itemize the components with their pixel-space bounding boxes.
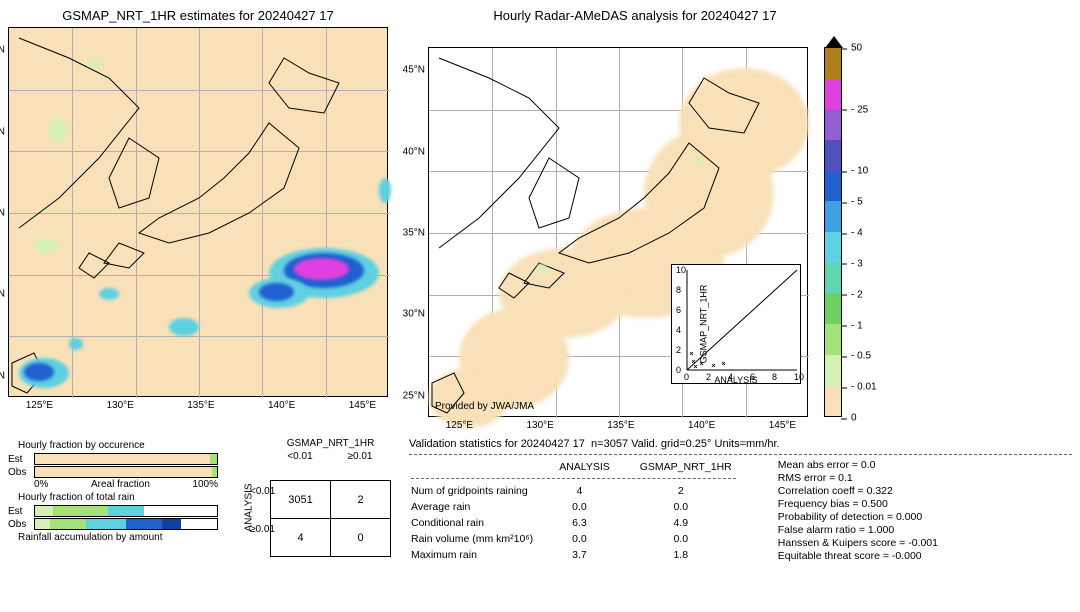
left-map-area: 25°N30°N35°N40°N45°N125°E130°E135°E140°E… — [8, 27, 388, 397]
est-label-1: Est — [8, 454, 34, 465]
stats-colh-1: GSMAP_NRT_1HR — [626, 461, 746, 473]
left-map-panel: GSMAP_NRT_1HR estimates for 20240427 17 — [8, 8, 388, 408]
axis-right: 100% — [192, 479, 218, 490]
stats-block: Validation statistics for 20240427 17 n=… — [409, 438, 1072, 564]
axis-center: Areal fraction — [91, 479, 150, 490]
fraction-block: Hourly fraction by occurence Est Obs 0% A… — [8, 438, 218, 545]
rain-est-bar — [34, 505, 218, 517]
accum-title: Rainfall accumulation by amount — [18, 532, 218, 543]
occ-est-bar — [34, 453, 218, 465]
rain-obs-bar — [34, 518, 218, 530]
stats-table: ANALYSISGSMAP_NRT_1HR Num of gridpoints … — [409, 459, 748, 564]
rain-title: Hourly fraction of total rain — [18, 492, 218, 503]
ctg-cell-11: 0 — [331, 519, 391, 557]
scatter-xlabel: ANALYSIS — [714, 375, 757, 385]
est-label-2: Est — [8, 506, 34, 517]
ctg-row-1: ≥0.01 — [250, 524, 275, 535]
occ-title: Hourly fraction by occurence — [18, 440, 218, 451]
ctg-col-0: <0.01 — [270, 451, 330, 462]
obs-label-1: Obs — [8, 467, 34, 478]
provided-by-label: Provided by JWA/JMA — [435, 401, 534, 412]
scatter-ylabel: GSMAP_NRT_1HR — [698, 285, 708, 364]
ctg-cell-00: 3051 — [271, 481, 331, 519]
ctg-cell-01: 2 — [331, 481, 391, 519]
left-map-title: GSMAP_NRT_1HR estimates for 20240427 17 — [62, 8, 333, 23]
stats-colh-0: ANALYSIS — [545, 461, 624, 473]
ctg-row-0: <0.01 — [250, 486, 275, 497]
ctg-top-label: GSMAP_NRT_1HR — [270, 438, 391, 449]
right-map-area: Provided by JWA/JMA — [428, 47, 808, 417]
right-map-panel: Hourly Radar-AMeDAS analysis for 2024042… — [428, 8, 842, 408]
stats-metrics: Mean abs error = 0.0RMS error = 0.1Corre… — [778, 459, 938, 564]
ctg-col-1: ≥0.01 — [330, 451, 390, 462]
occ-obs-bar — [34, 466, 218, 478]
contingency-table: GSMAP_NRT_1HR <0.01 ≥0.01 ANALYSIS <0.01… — [236, 438, 391, 557]
colorbar: 0- 0.01- 0.5- 1- 2- 3- 4- 5- 10- 2550 — [824, 47, 842, 417]
stats-title: Validation statistics for 20240427 17 n=… — [409, 438, 1072, 450]
axis-left: 0% — [34, 479, 48, 490]
ctg-cell-10: 4 — [271, 519, 331, 557]
obs-label-2: Obs — [8, 519, 34, 530]
right-map-title: Hourly Radar-AMeDAS analysis for 2024042… — [493, 8, 776, 23]
scatter-inset: 00224466881010 ANALYSIS GSMAP_NRT_1HR — [671, 264, 801, 384]
